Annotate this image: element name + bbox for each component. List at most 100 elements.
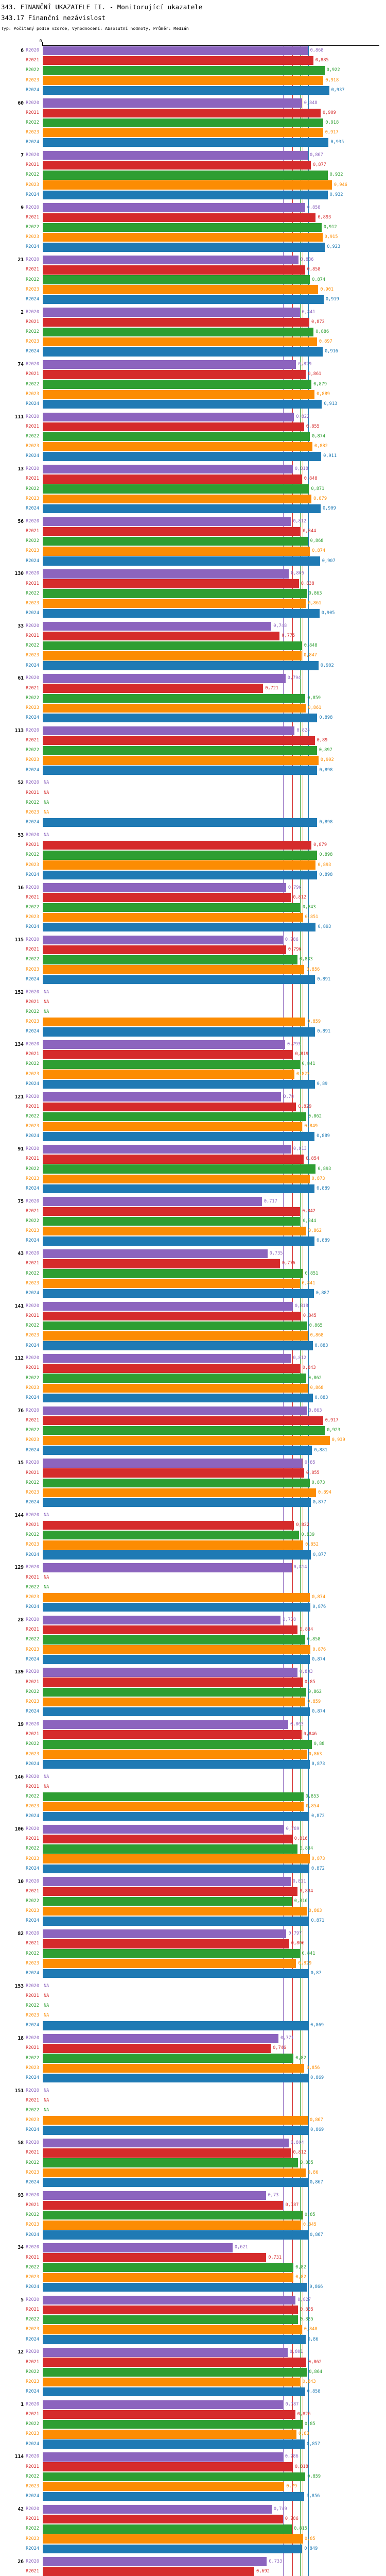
- bar-container: 0,89: [43, 1079, 386, 1089]
- bar: [43, 713, 318, 723]
- bar: [43, 893, 291, 902]
- bar-row: R2024 0,871: [0, 1916, 386, 1926]
- series-label-r2020: R2020: [26, 623, 39, 629]
- bar: [43, 903, 301, 912]
- bar: [43, 1459, 303, 1468]
- bar: [43, 1040, 286, 1049]
- bar-value-label: 0,815: [294, 2526, 307, 2532]
- bar: [43, 1321, 307, 1331]
- bar: [43, 1092, 282, 1101]
- bar-value-label: 0,859: [307, 2473, 321, 2479]
- bar-container: 0,897: [43, 337, 386, 347]
- bar-row: R2022 0,874: [0, 432, 386, 442]
- bar: [43, 1236, 315, 1246]
- series-label-r2023: R2023: [26, 2170, 39, 2175]
- series-label-r2024: R2024: [26, 767, 39, 773]
- bar-row: R2024 0,872: [0, 1864, 386, 1874]
- bar: [43, 883, 286, 892]
- bar-container: 0,856: [43, 2063, 386, 2073]
- bar: [43, 1720, 288, 1730]
- bar-container: 0,78: [43, 1092, 386, 1102]
- bar-value-label: 0,771: [280, 2036, 294, 2041]
- series-label-r2020: R2020: [26, 2088, 39, 2093]
- bar-container: 0,787: [43, 2200, 386, 2210]
- bar: [43, 1896, 292, 1906]
- bar: [43, 295, 324, 304]
- bar-value-label: 0,82: [295, 2274, 306, 2280]
- bar-row: R2023 0,823: [0, 1070, 386, 1079]
- bar-row: R2024 0,905: [0, 608, 386, 618]
- series-label-r2023: R2023: [26, 182, 39, 188]
- series-label-r2024: R2024: [26, 715, 39, 721]
- bar-row: R2024 0,889: [0, 1184, 386, 1194]
- bar-row: R2024 0,889: [0, 1131, 386, 1141]
- bar-container: 0,843: [43, 2377, 386, 2387]
- series-label-r2023: R2023: [26, 548, 39, 554]
- series-label-r2022: R2022: [26, 643, 39, 649]
- bar-row: R2021 0,826: [0, 2410, 386, 2419]
- bar-value-label: 0,858: [307, 267, 321, 273]
- bar-value-label: 0,717: [264, 1198, 277, 1204]
- bar: [43, 1645, 311, 1654]
- series-label-r2021: R2021: [26, 790, 39, 795]
- bar-row: R2023 0,847: [0, 651, 386, 660]
- bar-container: 0,778: [43, 1615, 386, 1625]
- series-label-r2021: R2021: [26, 1732, 39, 1737]
- series-label-r2020: R2020: [26, 1460, 39, 1466]
- na-value-label: NA: [44, 1993, 49, 1998]
- bar: [43, 693, 306, 703]
- series-label-r2020: R2020: [26, 2036, 39, 2041]
- bar: [43, 2492, 305, 2501]
- bar-value-label: 0,873: [311, 1761, 325, 1767]
- group-id-label: 2: [21, 309, 24, 315]
- bar-row: R2023 0,918: [0, 76, 386, 86]
- bar-container: 0,923: [43, 1426, 386, 1435]
- group-id-label: 152: [14, 989, 24, 995]
- bar-container: 0,827: [43, 2295, 386, 2305]
- bar-value-label: 0,885: [315, 58, 329, 63]
- bar-value-label: 0,749: [273, 2506, 287, 2512]
- bar-value-label: 0,818: [294, 2464, 308, 2469]
- bar-value-label: 0,873: [311, 1480, 325, 1485]
- bar: [43, 1070, 294, 1079]
- bar: [43, 1615, 281, 1625]
- bar-value-label: 0,909: [322, 110, 336, 115]
- bar: [43, 1697, 306, 1707]
- bar-value-label: 0,804: [290, 2140, 304, 2146]
- group-id-label: 10: [17, 1878, 24, 1885]
- bar: [43, 327, 314, 337]
- bar-value-label: 0,937: [331, 87, 345, 93]
- bar-container: 0,858: [43, 203, 386, 213]
- bar-value-label: 0,85: [304, 2536, 315, 2541]
- bar-group: 2 R2020 0,841 R2021 0,872 R2022 0,886 R2023 0,89…: [0, 308, 386, 357]
- group-id-label: 139: [14, 1669, 24, 1675]
- bar-row: R2021 0,844: [0, 527, 386, 536]
- bar: [43, 223, 322, 232]
- group-id-label: 113: [14, 727, 24, 734]
- bar: [43, 2116, 308, 2125]
- bar: [43, 1122, 303, 1131]
- bar: [43, 1164, 316, 1174]
- group-id-label: 112: [14, 1355, 24, 1362]
- bar-container: 0,863: [43, 589, 386, 599]
- series-label-r2020: R2020: [26, 571, 39, 577]
- bar: [43, 337, 317, 347]
- bar-row: R2023 0,82: [0, 2273, 386, 2282]
- bar: [43, 474, 302, 484]
- series-label-r2023: R2023: [26, 130, 39, 135]
- bar-group: 33 R2020 0,748 R2021 0,775 R2022 0,848 R2023 0,8…: [0, 621, 386, 671]
- bar: [43, 1144, 291, 1154]
- series-label-r2023: R2023: [26, 2536, 39, 2541]
- bar: [43, 2148, 291, 2158]
- bar-row: R2023 0,851: [0, 912, 386, 922]
- bar-value-label: 0,898: [319, 767, 333, 773]
- bar: [43, 912, 303, 922]
- bar: [43, 422, 304, 432]
- bar: [43, 2430, 297, 2439]
- bar-value-label: 0,621: [234, 2245, 248, 2250]
- series-label-r2022: R2022: [26, 1689, 39, 1694]
- series-label-r2024: R2024: [26, 1500, 39, 1505]
- series-label-r2024: R2024: [26, 1133, 39, 1139]
- bar-container: 0,872: [43, 1864, 386, 1874]
- bar: [43, 547, 310, 556]
